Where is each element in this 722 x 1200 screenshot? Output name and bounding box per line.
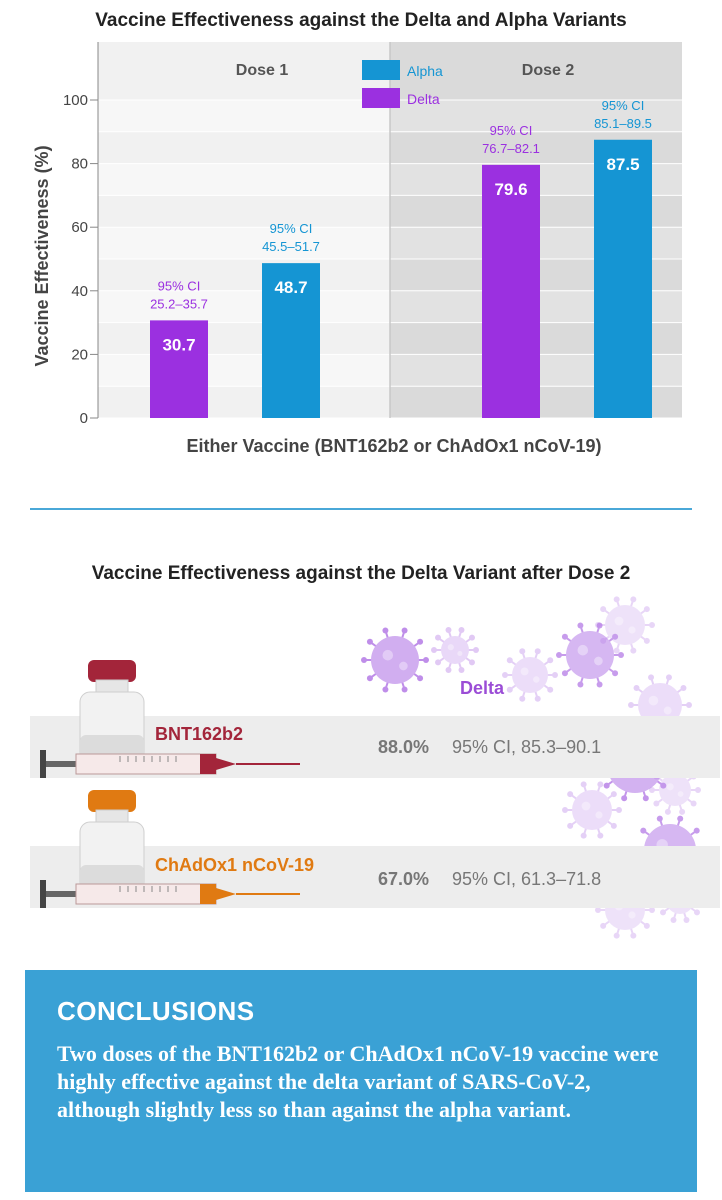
grid-band <box>390 100 682 132</box>
ci-range-label: 25.2–35.7 <box>150 296 208 311</box>
vial-icon <box>79 790 145 893</box>
vaccine-name-bnt162b2: BNT162b2 <box>155 724 244 744</box>
vaccine-name-chadox1: ChAdOx1 nCoV-19 <box>155 855 315 875</box>
bar <box>482 164 540 418</box>
ci-label: 95% CI <box>490 123 533 138</box>
syringe-icon <box>40 880 300 908</box>
category-label: Dose 2 <box>522 62 575 79</box>
grid-band <box>98 100 390 132</box>
effectiveness-value: 88.0% <box>378 737 430 757</box>
bar <box>262 263 320 418</box>
vial-icon <box>79 660 145 763</box>
x-axis-label: Either Vaccine (BNT162b2 or ChAdOx1 nCoV… <box>186 436 601 456</box>
section-divider <box>30 508 692 510</box>
legend-label: Alpha <box>407 63 443 79</box>
syringe-icon <box>40 750 300 778</box>
delta-column-label: Delta <box>460 678 505 698</box>
data-label: 79.6 <box>494 180 527 199</box>
ci-range-label: 45.5–51.7 <box>262 239 320 254</box>
bar <box>150 320 208 418</box>
data-label: 48.7 <box>274 278 307 297</box>
effectiveness-value: 67.0% <box>378 869 430 889</box>
virus-icon <box>431 627 479 673</box>
legend-swatch <box>362 60 400 80</box>
bar-chart: 0 20 40 60 80 100 Vaccine Effectiveness (%) Eit… <box>32 42 682 456</box>
legend-swatch <box>362 88 400 108</box>
vaccine-illustration <box>40 660 300 908</box>
conclusions-panel: CONCLUSIONS Two doses of the BNT162b2 or… <box>25 970 697 1192</box>
ci-range-label: 85.1–89.5 <box>594 116 652 131</box>
virus-icon <box>595 596 655 654</box>
data-label: 87.5 <box>606 155 639 174</box>
y-tick-label: 0 <box>80 410 88 427</box>
virus-icon <box>502 648 558 702</box>
virus-icon <box>556 622 624 688</box>
conclusions-text: Two doses of the BNT162b2 or ChAdOx1 nCo… <box>57 1041 659 1122</box>
y-tick-label: 80 <box>71 156 88 173</box>
conclusions-heading: CONCLUSIONS <box>57 996 255 1026</box>
virus-icon <box>361 627 429 693</box>
y-tick-label: 100 <box>63 92 88 109</box>
category-label: Dose 1 <box>236 62 289 79</box>
grid-band <box>98 354 390 387</box>
y-tick-label: 60 <box>71 219 88 236</box>
y-axis-label: Vaccine Effectiveness (%) <box>32 145 52 366</box>
y-tick-label: 40 <box>71 283 88 300</box>
bar <box>594 139 652 418</box>
virus-icon <box>562 781 622 839</box>
grid-band <box>98 290 390 323</box>
confidence-interval: 95% CI, 85.3–90.1 <box>452 737 602 757</box>
grid-band <box>98 163 390 196</box>
ci-range-label: 76.7–82.1 <box>482 141 540 156</box>
legend-label: Delta <box>407 91 440 107</box>
y-tick-label: 20 <box>71 346 88 363</box>
ci-label: 95% CI <box>158 278 201 293</box>
chart-title: Vaccine Effectiveness against the Delta … <box>95 10 627 31</box>
data-label: 30.7 <box>162 335 195 354</box>
table-title: Vaccine Effectiveness against the Delta … <box>91 563 631 584</box>
confidence-interval: 95% CI, 61.3–71.8 <box>452 869 602 889</box>
grid-band <box>98 227 390 259</box>
ci-label: 95% CI <box>270 221 313 236</box>
ci-label: 95% CI <box>602 98 645 113</box>
